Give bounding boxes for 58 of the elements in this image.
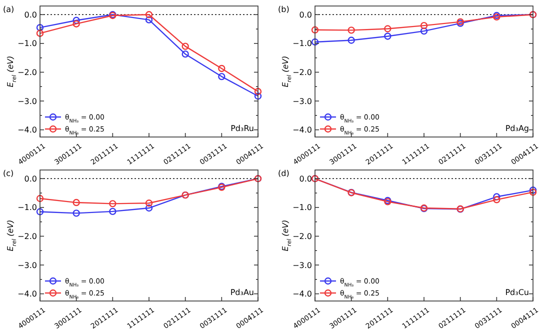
point [182, 42, 189, 50]
point [36, 208, 44, 216]
y-tick-label: −3.0 [18, 260, 37, 270]
point [72, 210, 80, 217]
chart-title: (d) [278, 169, 290, 178]
point [311, 38, 319, 46]
annotation: Pd₃Ag [505, 124, 529, 133]
annotation: Pd₃Cu [505, 288, 529, 297]
annotation: Pd₃Ru [230, 124, 254, 133]
point [420, 22, 428, 30]
y-tick-label: −1.0 [18, 203, 37, 212]
y-tick-label: −4.0 [18, 126, 37, 135]
point [145, 11, 153, 18]
y-tick-label: −4.0 [292, 290, 312, 299]
point [420, 27, 428, 35]
y-tick-label: 0.0 [24, 10, 37, 20]
point [311, 26, 319, 34]
y-tick-label: −1.0 [18, 39, 37, 48]
y-tick-label: 0.0 [299, 174, 312, 184]
y-tick-label: 0.0 [299, 10, 312, 20]
point [182, 50, 189, 58]
chart-title: (c) [3, 169, 14, 178]
point [36, 30, 44, 37]
point [72, 198, 80, 206]
point [109, 208, 116, 216]
point [145, 16, 153, 24]
annotation: Pd₃Au [230, 288, 254, 297]
point [36, 194, 44, 202]
y-tick-label: −1.0 [292, 203, 312, 212]
chart-title: (b) [278, 5, 290, 14]
y-tick-label: −3.0 [292, 96, 312, 106]
chart-title: (a) [3, 5, 14, 14]
y-tick-label: −2.0 [18, 232, 37, 242]
point [72, 20, 80, 28]
point [254, 88, 262, 96]
point [218, 64, 226, 72]
y-tick-label: −2.0 [292, 68, 312, 78]
point [72, 16, 80, 24]
point [384, 32, 392, 40]
y-tick-label: −3.0 [18, 96, 37, 106]
point [348, 36, 355, 44]
y-tick-label: −2.0 [292, 232, 312, 242]
point [218, 72, 226, 80]
point [36, 24, 44, 32]
point [254, 92, 262, 100]
y-tick-label: −4.0 [292, 126, 312, 135]
point [145, 200, 153, 207]
y-tick-label: 0.0 [24, 174, 37, 184]
point [145, 204, 153, 212]
point [109, 200, 116, 208]
y-tick-label: −1.0 [292, 39, 312, 48]
y-tick-label: −2.0 [18, 68, 37, 78]
point [348, 26, 355, 34]
y-tick-label: −4.0 [18, 290, 37, 299]
y-tick-label: −3.0 [292, 260, 312, 270]
point [493, 196, 500, 204]
point [384, 25, 392, 32]
point [493, 193, 500, 200]
